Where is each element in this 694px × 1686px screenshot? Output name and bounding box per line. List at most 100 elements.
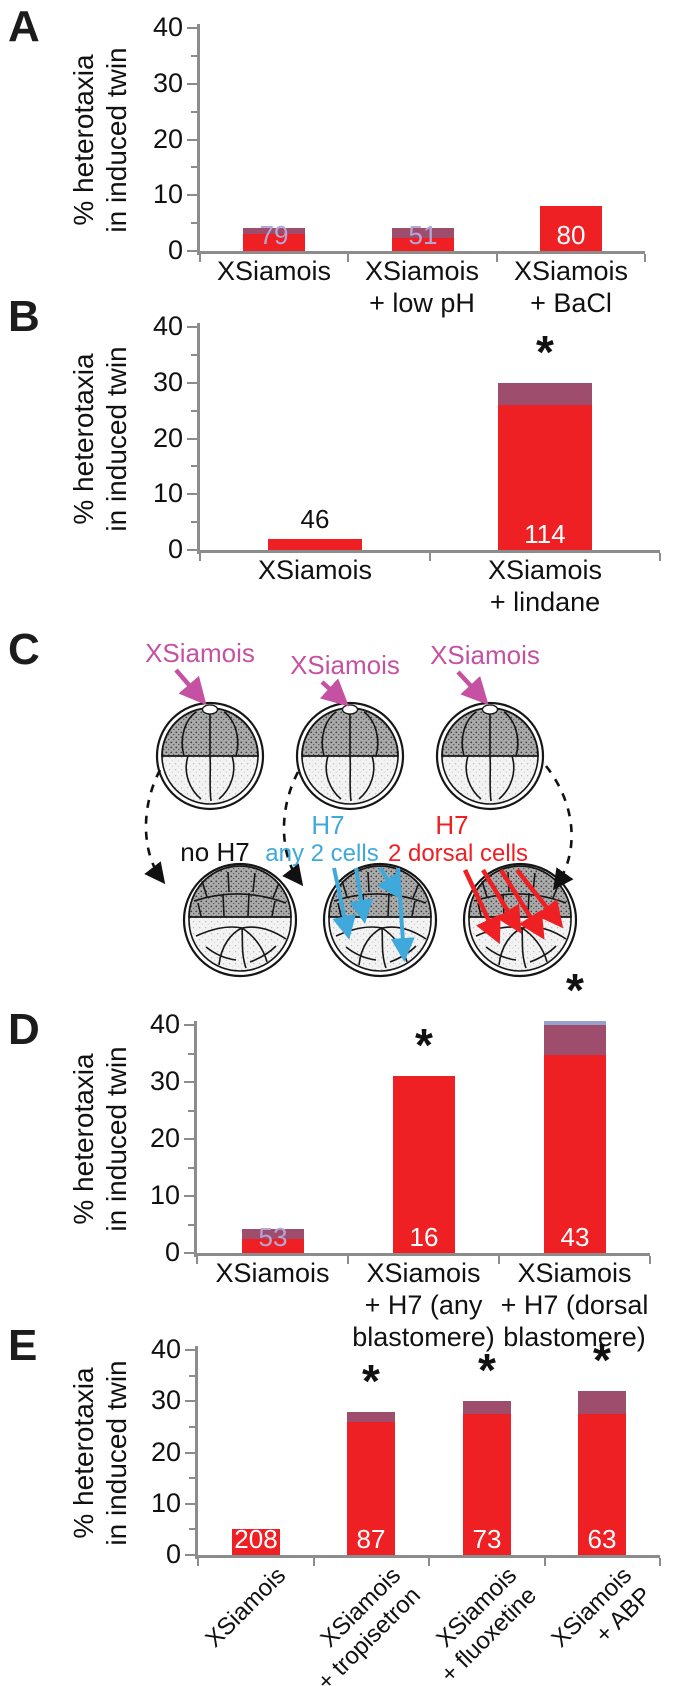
y-tick-minor bbox=[191, 55, 197, 57]
x-category-label: XSiamois bbox=[200, 1562, 291, 1653]
y-tick-major bbox=[184, 1195, 194, 1197]
y-tick-label: 40 bbox=[152, 12, 183, 42]
y-tick-major bbox=[187, 250, 197, 252]
bar-segment-red bbox=[393, 1076, 455, 1253]
x-category-label: XSiamois bbox=[487, 555, 603, 585]
x-category-label: + BaCl bbox=[530, 288, 612, 318]
y-tick-minor bbox=[191, 222, 197, 224]
y-tick-label: 30 bbox=[152, 367, 183, 397]
panel-a-letter: A bbox=[8, 2, 40, 51]
x-tick bbox=[347, 254, 349, 262]
x-category-label: XSiamois bbox=[364, 256, 480, 286]
injection-arrow-2 bbox=[319, 678, 349, 707]
embryo-8cell-1 bbox=[155, 701, 265, 811]
y-axis-line bbox=[195, 1346, 198, 1559]
x-category-label: + lindane bbox=[489, 587, 601, 617]
bar-segment-purple bbox=[242, 1229, 304, 1239]
y-tick-label: 20 bbox=[150, 1437, 181, 1467]
x-tick bbox=[347, 1256, 349, 1264]
y-tick-label: 0 bbox=[165, 1539, 181, 1569]
x-tick bbox=[649, 1256, 651, 1264]
condition-label-no-h7: no H7 bbox=[180, 837, 249, 867]
bar-segment-purple bbox=[392, 227, 454, 239]
y-tick-major bbox=[187, 83, 197, 85]
y-tick-minor bbox=[189, 1426, 195, 1428]
y-tick-label: 10 bbox=[152, 478, 183, 508]
y-tick-label: 10 bbox=[152, 179, 183, 209]
development-arrow-3 bbox=[544, 765, 574, 891]
y-tick-minor bbox=[189, 1528, 195, 1530]
x-tick bbox=[659, 1558, 661, 1566]
y-axis-title: % heterotaxia in induced twin bbox=[68, 1046, 132, 1232]
significance-asterisk: * bbox=[536, 325, 554, 378]
y-tick-label: 40 bbox=[150, 1334, 181, 1364]
y-tick-minor bbox=[191, 354, 197, 356]
x-tick bbox=[313, 1558, 315, 1566]
y-axis-line bbox=[197, 323, 200, 554]
bar-segment-red bbox=[463, 1414, 511, 1555]
y-tick-major bbox=[187, 549, 197, 551]
bar-n-label: 63 bbox=[587, 1524, 617, 1554]
bar-n-label: 80 bbox=[556, 220, 586, 250]
bar-n-label: 87 bbox=[356, 1524, 386, 1554]
condition-label-h7-any: H7 bbox=[311, 810, 344, 840]
x-tick bbox=[196, 1256, 198, 1264]
bar-n-label: 16 bbox=[409, 1222, 439, 1252]
y-tick-label: 40 bbox=[152, 311, 183, 341]
y-tick-label: 20 bbox=[149, 1123, 180, 1153]
y-tick-label: 10 bbox=[150, 1488, 181, 1518]
panel-b-letter: B bbox=[8, 292, 40, 341]
bar-segment-red bbox=[243, 234, 305, 251]
y-tick-label: 30 bbox=[150, 1385, 181, 1415]
bar-segment-red bbox=[578, 1414, 626, 1555]
significance-asterisk: * bbox=[415, 1019, 433, 1072]
bar-segment-lavender bbox=[544, 1021, 606, 1025]
x-tick bbox=[429, 553, 431, 561]
y-tick-minor bbox=[188, 1053, 194, 1055]
bar-n-label: 73 bbox=[472, 1524, 502, 1554]
bar-n-label: 79 bbox=[259, 220, 289, 250]
y-tick-label: 30 bbox=[149, 1066, 180, 1096]
x-tick bbox=[428, 1558, 430, 1566]
y-tick-major bbox=[185, 1503, 195, 1505]
injection-label-2: XSiamois bbox=[290, 650, 400, 680]
y-axis-line bbox=[194, 1021, 197, 1257]
x-axis-line bbox=[197, 251, 645, 254]
x-category-label: + H7 (any bbox=[364, 1290, 483, 1320]
x-axis-line bbox=[194, 1253, 650, 1256]
x-tick bbox=[644, 254, 646, 262]
significance-asterisk: * bbox=[362, 1354, 380, 1407]
y-tick-major bbox=[187, 27, 197, 29]
y-tick-major bbox=[185, 1400, 195, 1402]
y-axis-title: % heterotaxia in induced twin bbox=[68, 1359, 132, 1546]
panel-d-letter: D bbox=[8, 1005, 40, 1054]
significance-asterisk: * bbox=[478, 1344, 496, 1397]
x-category-label: blastomere) bbox=[352, 1322, 495, 1352]
bar-segment-purple bbox=[347, 1411, 395, 1422]
embryo-32cell-2 bbox=[322, 862, 438, 978]
panel-e-letter: E bbox=[8, 1321, 38, 1370]
bar-n-label: 51 bbox=[408, 220, 438, 250]
y-tick-minor bbox=[188, 1110, 194, 1112]
panel-c-letter: C bbox=[8, 625, 40, 674]
x-tick bbox=[659, 553, 661, 561]
x-tick bbox=[199, 254, 201, 262]
x-axis-line bbox=[197, 550, 660, 553]
y-tick-major bbox=[184, 1081, 194, 1083]
bar-segment-purple bbox=[578, 1391, 626, 1415]
bar-n-label: 114 bbox=[524, 519, 566, 549]
y-tick-minor bbox=[188, 1167, 194, 1169]
significance-asterisk: * bbox=[566, 964, 584, 1016]
y-tick-major bbox=[187, 438, 197, 440]
bar-segment-red bbox=[392, 238, 454, 251]
y-tick-minor bbox=[191, 111, 197, 113]
embryo-32cell-1 bbox=[182, 862, 298, 978]
bar-segment-red bbox=[232, 1529, 280, 1555]
condition-label-h7-dorsal: H7 bbox=[435, 810, 468, 840]
injection-arrow-1 bbox=[174, 668, 207, 706]
x-category-label: + H7 (dorsal bbox=[500, 1290, 649, 1320]
y-tick-label: 20 bbox=[152, 423, 183, 453]
y-tick-minor bbox=[191, 166, 197, 168]
y-tick-minor bbox=[188, 1224, 194, 1226]
x-category-label: XSiamois bbox=[513, 256, 629, 286]
